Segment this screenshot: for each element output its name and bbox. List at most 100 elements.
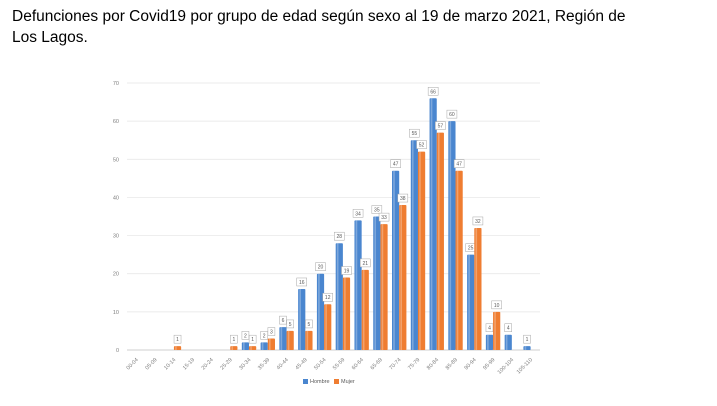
- bar-highlight: [287, 330, 290, 350]
- data-label: 2: [263, 333, 266, 339]
- bar-mujer: [173, 346, 182, 350]
- data-label-box: [397, 193, 409, 203]
- bar-hombre: [504, 334, 512, 350]
- data-label-box: [390, 159, 401, 168]
- data-label: 5: [308, 322, 311, 328]
- data-label-box: [296, 277, 307, 287]
- bar-hombre: [354, 220, 362, 350]
- x-tick-label: 105-110: [516, 357, 534, 375]
- bar-highlight: [299, 288, 301, 350]
- bar-hombre: [429, 98, 437, 350]
- data-label: 1: [176, 337, 179, 343]
- data-label-box: [322, 292, 333, 302]
- data-label: 47: [456, 162, 462, 168]
- bar-hombre: [523, 346, 531, 350]
- bar-hombre: [279, 327, 287, 350]
- bar-highlight: [393, 170, 395, 350]
- bar-highlight: [344, 277, 346, 350]
- bar-highlight: [494, 311, 496, 350]
- bar-highlight: [430, 98, 433, 350]
- bar-highlight: [268, 338, 271, 350]
- data-label-box: [352, 209, 364, 218]
- bar-highlight: [250, 346, 252, 350]
- data-label-box: [416, 140, 427, 149]
- bar-mujer: [417, 151, 426, 350]
- bar-mujer: [286, 330, 294, 350]
- bar-mujer: [267, 338, 275, 350]
- bar-hombre: [373, 216, 381, 350]
- data-label-box: [248, 334, 257, 344]
- x-tick-label: 15-19: [182, 357, 196, 371]
- data-label: 5: [289, 322, 292, 328]
- legend: Hombre Mujer: [303, 379, 355, 385]
- x-tick-label: 60-64: [351, 357, 365, 371]
- bar-highlight: [243, 342, 245, 350]
- bar-highlight: [175, 346, 177, 350]
- bar-highlight: [524, 346, 527, 350]
- bar-highlight: [306, 330, 309, 350]
- x-tick-label: 00-04: [126, 357, 140, 371]
- bar-highlight: [318, 273, 320, 350]
- x-tick-label: 65-69: [370, 357, 384, 371]
- data-label-box: [409, 128, 420, 138]
- x-tick-label: 90-94: [464, 357, 478, 371]
- x-tick-label: 75-79: [407, 357, 421, 371]
- x-tick-label: 20-24: [201, 357, 215, 371]
- x-tick-label: 80-84: [426, 357, 440, 371]
- bar-mujer: [305, 330, 313, 350]
- data-label-box: [315, 262, 326, 271]
- data-label: 55: [412, 131, 418, 137]
- bar-hombre: [298, 288, 306, 350]
- bar-hombre: [335, 243, 343, 350]
- data-label-box: [378, 212, 390, 222]
- data-label-box: [334, 231, 345, 241]
- y-tick-label: 40: [113, 195, 119, 201]
- data-label-box: [523, 334, 531, 344]
- bar-highlight: [449, 121, 452, 351]
- y-tick-label: 50: [113, 157, 119, 163]
- data-label: 3: [270, 330, 273, 336]
- bar-highlight: [400, 205, 403, 350]
- bar-mujer: [436, 132, 444, 350]
- data-label: 2: [244, 333, 247, 339]
- data-label-box: [485, 323, 494, 332]
- data-label: 47: [393, 162, 399, 168]
- data-label-box: [267, 327, 276, 336]
- data-label: 33: [381, 215, 387, 221]
- bar-highlight: [362, 269, 365, 350]
- bar-mujer: [342, 277, 351, 350]
- data-label: 10: [494, 303, 500, 309]
- data-label-box: [472, 216, 484, 226]
- bar-hombre: [448, 121, 456, 351]
- x-tick-label: 45-49: [295, 357, 309, 371]
- data-label-box: [360, 258, 371, 268]
- bar-highlight: [411, 140, 414, 350]
- x-tick-label: 40-44: [276, 357, 290, 371]
- data-label-box: [371, 205, 383, 214]
- bar-mujer: [455, 170, 463, 350]
- data-label: 34: [355, 211, 361, 217]
- bar-highlight: [381, 224, 384, 350]
- bar-mujer: [249, 346, 257, 350]
- bar-hombre: [392, 170, 400, 350]
- x-tick-label: 95-99: [482, 357, 496, 371]
- x-tick-label: 05-09: [144, 357, 158, 371]
- bar-highlight: [487, 334, 489, 350]
- bar-mujer: [380, 224, 388, 350]
- bar-mujer: [399, 205, 407, 350]
- bar-mujer: [324, 304, 332, 350]
- data-label-box: [341, 266, 352, 275]
- bars: 1 121236516520122819342135334738555266576…: [173, 87, 531, 351]
- bar-highlight: [419, 151, 421, 350]
- bar-highlight: [468, 254, 470, 350]
- data-label: 6: [282, 318, 285, 324]
- bar-highlight: [505, 334, 508, 350]
- y-axis: 0 10 20 30 40 50 60 70: [113, 81, 119, 354]
- y-tick-label: 20: [113, 272, 119, 278]
- x-tick-label: 70-74: [388, 357, 402, 371]
- y-tick-label: 0: [116, 348, 119, 354]
- data-label: 4: [507, 326, 510, 332]
- data-label: 66: [430, 89, 436, 95]
- bar-mujer: [361, 269, 369, 350]
- data-label: 52: [419, 143, 425, 149]
